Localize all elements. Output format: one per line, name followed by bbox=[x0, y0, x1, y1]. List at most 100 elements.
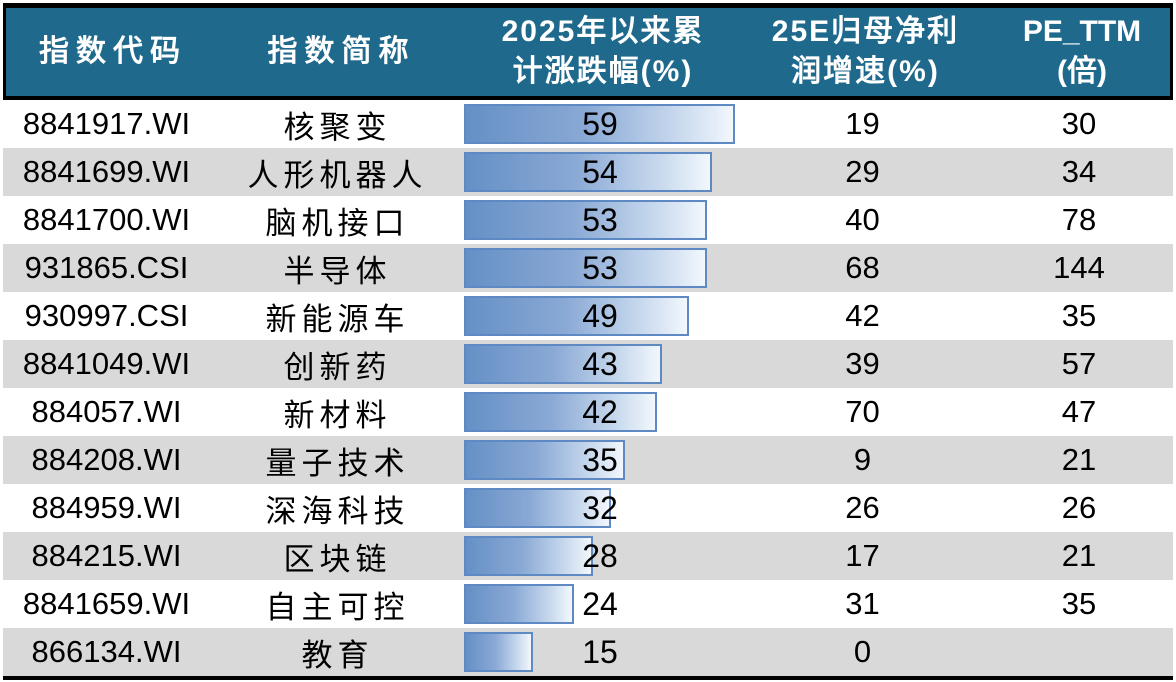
change-value: 59 bbox=[582, 105, 618, 142]
cell-pe: 34 bbox=[1061, 154, 1097, 189]
change-value: 32 bbox=[582, 489, 618, 526]
cell-growth: 29 bbox=[845, 154, 880, 189]
cell-change: 49 bbox=[460, 292, 740, 340]
cell-index-name: 区块链 bbox=[283, 541, 392, 577]
col-header-change-line2: 计涨跌幅(%) bbox=[512, 55, 694, 88]
change-bar bbox=[464, 584, 575, 624]
cell-change: 35 bbox=[460, 436, 740, 484]
cell-growth: 70 bbox=[845, 394, 880, 429]
table-row: 8841700.WI 脑机接口 53 40 78 bbox=[3, 196, 1173, 244]
cell-growth: 68 bbox=[845, 250, 880, 285]
table-row: 8841659.WI 自主可控 24 31 35 bbox=[3, 580, 1173, 628]
change-bar bbox=[464, 152, 713, 192]
cell-growth: 19 bbox=[845, 106, 880, 141]
table-row: 884215.WI 区块链 28 17 21 bbox=[3, 532, 1173, 580]
cell-change: 32 bbox=[460, 484, 740, 532]
col-header-growth-line1: 25E归母净利 bbox=[771, 15, 960, 48]
cell-index-code: 8841700.WI bbox=[22, 202, 191, 237]
cell-index-name: 自主可控 bbox=[265, 589, 410, 625]
cell-index-name: 核聚变 bbox=[283, 109, 392, 145]
cell-pe: 21 bbox=[1061, 538, 1097, 573]
change-bar bbox=[464, 296, 690, 336]
cell-change: 53 bbox=[460, 244, 740, 292]
cell-index-code: 8841659.WI bbox=[22, 586, 191, 621]
cell-pe: 21 bbox=[1061, 442, 1097, 477]
change-bar bbox=[464, 440, 625, 480]
cell-index-name: 半导体 bbox=[283, 253, 392, 289]
change-value: 42 bbox=[582, 393, 618, 430]
change-bar-track bbox=[464, 392, 735, 432]
cell-change: 53 bbox=[460, 196, 740, 244]
cell-change: 28 bbox=[460, 532, 740, 580]
table-row: 8841699.WI 人形机器人 54 29 34 bbox=[3, 148, 1173, 196]
change-bar-track bbox=[464, 536, 735, 576]
cell-pe: 35 bbox=[1061, 586, 1097, 621]
table-body: 8841917.WI 核聚变 59 19 30 8841699.WI 人形机器人… bbox=[3, 100, 1173, 680]
change-value: 53 bbox=[582, 201, 618, 238]
change-bar-track bbox=[464, 152, 735, 192]
cell-index-code: 931865.CSI bbox=[24, 250, 189, 285]
change-value: 24 bbox=[582, 585, 618, 622]
cell-growth: 26 bbox=[845, 490, 880, 525]
cell-change: 42 bbox=[460, 388, 740, 436]
cell-index-name: 量子技术 bbox=[265, 445, 410, 481]
change-bar-track bbox=[464, 632, 735, 672]
cell-index-name: 人形机器人 bbox=[247, 157, 428, 193]
change-bar bbox=[464, 632, 533, 672]
table-row: 884959.WI 深海科技 32 26 26 bbox=[3, 484, 1173, 532]
cell-index-name: 脑机接口 bbox=[265, 205, 410, 241]
cell-index-name: 教育 bbox=[301, 637, 374, 673]
cell-pe bbox=[985, 628, 1173, 676]
cell-index-code: 884208.WI bbox=[31, 442, 182, 477]
change-bar-track bbox=[464, 440, 735, 480]
change-bar bbox=[464, 392, 657, 432]
col-header-growth: 25E归母净利 润增速(%) bbox=[743, 8, 988, 96]
change-bar-track bbox=[464, 584, 735, 624]
col-header-change-line1: 2025年以来累 bbox=[501, 15, 705, 48]
change-bar bbox=[464, 248, 708, 288]
table-header: 指数代码 指数简称 2025年以来累 计涨跌幅(%) 25E归母净利 润增速(%… bbox=[3, 3, 1173, 100]
col-header-change: 2025年以来累 计涨跌幅(%) bbox=[463, 8, 743, 96]
change-value: 43 bbox=[582, 345, 618, 382]
table-row: 930997.CSI 新能源车 49 42 35 bbox=[3, 292, 1173, 340]
cell-pe: 57 bbox=[1061, 346, 1097, 381]
cell-pe: 78 bbox=[1061, 202, 1097, 237]
table-row: 884208.WI 量子技术 35 9 21 bbox=[3, 436, 1173, 484]
cell-index-code: 866134.WI bbox=[31, 634, 182, 669]
cell-index-code: 8841917.WI bbox=[22, 106, 191, 141]
cell-index-name: 新材料 bbox=[283, 397, 392, 433]
change-value: 15 bbox=[582, 633, 618, 670]
table-row: 884057.WI 新材料 42 70 47 bbox=[3, 388, 1173, 436]
change-bar bbox=[464, 104, 735, 144]
change-value: 35 bbox=[582, 441, 618, 478]
cell-change: 24 bbox=[460, 580, 740, 628]
index-table: 指数代码 指数简称 2025年以来累 计涨跌幅(%) 25E归母净利 润增速(%… bbox=[3, 3, 1173, 680]
cell-index-code: 884215.WI bbox=[31, 538, 182, 573]
change-bar-track bbox=[464, 296, 735, 336]
cell-growth: 17 bbox=[845, 538, 880, 573]
cell-index-code: 884057.WI bbox=[31, 394, 182, 429]
cell-pe: 144 bbox=[1053, 250, 1105, 285]
change-bar bbox=[464, 536, 593, 576]
cell-index-code: 930997.CSI bbox=[24, 298, 189, 333]
cell-change: 54 bbox=[460, 148, 740, 196]
cell-index-code: 884959.WI bbox=[31, 490, 182, 525]
change-bar-track bbox=[464, 488, 735, 528]
change-bar-track bbox=[464, 200, 735, 240]
cell-change: 43 bbox=[460, 340, 740, 388]
cell-index-name: 创新药 bbox=[283, 349, 392, 385]
cell-index-code: 8841699.WI bbox=[22, 154, 191, 189]
col-header-index-name: 指数简称 bbox=[267, 35, 416, 68]
table-row: 8841049.WI 创新药 43 39 57 bbox=[3, 340, 1173, 388]
cell-growth: 31 bbox=[845, 586, 880, 621]
cell-growth: 42 bbox=[845, 298, 880, 333]
cell-growth: 9 bbox=[853, 442, 872, 477]
cell-growth: 39 bbox=[845, 346, 880, 381]
table-row: 931865.CSI 半导体 53 68 144 bbox=[3, 244, 1173, 292]
cell-growth: 0 bbox=[853, 634, 872, 669]
cell-change: 15 bbox=[460, 628, 740, 676]
cell-index-name: 新能源车 bbox=[265, 301, 410, 337]
cell-pe: 47 bbox=[1061, 394, 1097, 429]
table-row: 866134.WI 教育 15 0 bbox=[3, 628, 1173, 676]
